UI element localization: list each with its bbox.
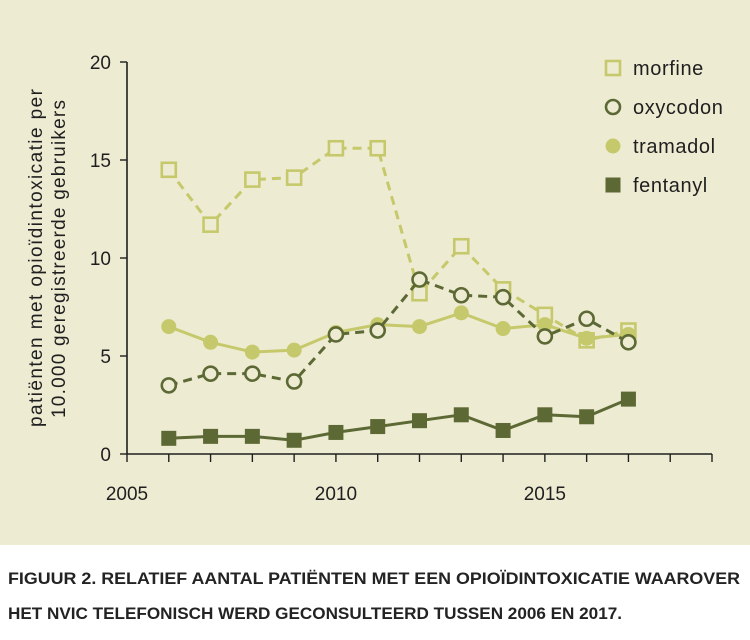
data-point-oxycodon-2011 <box>369 322 387 339</box>
data-point-morfine-2010 <box>327 139 345 157</box>
data-point-morfine-2012 <box>411 284 428 302</box>
legend-item-morfine: morfine <box>604 58 704 80</box>
y-axis-title-line-2: 10.000 geregistreerde gebruikers <box>49 100 70 418</box>
data-point-morfine-2013 <box>452 237 470 255</box>
legend-item-fentanyl: fentanyl <box>605 175 708 197</box>
data-point-fentanyl-2016 <box>579 409 595 425</box>
x-tick-label: 2015 <box>524 484 566 505</box>
caption-line-2: HET NVIC TELEFONISCH WERD GECONSULTEERD … <box>8 604 622 623</box>
x-tick-label: 2010 <box>315 484 357 505</box>
legend-marker-morfine <box>604 59 622 77</box>
series-fentanyl <box>161 391 636 448</box>
data-point-tramadol-2006 <box>161 319 177 335</box>
data-point-morfine-2007 <box>202 216 219 233</box>
legend-label-tramadol: tramadol <box>633 136 716 158</box>
data-point-fentanyl-2008 <box>244 428 260 444</box>
axes: 0 5 10 15 20 2005 2010 2015 <box>90 53 713 505</box>
data-point-oxycodon-2013 <box>452 286 470 304</box>
y-axis-title: patiënten met opioïdintoxicatie per 10.0… <box>26 88 70 427</box>
data-point-fentanyl-2012 <box>412 413 427 429</box>
data-point-fentanyl-2014 <box>495 422 511 438</box>
caption-line-1: FIGUUR 2. RELATIEF AANTAL PATIËNTEN MET … <box>8 569 740 588</box>
data-point-morfine-2008 <box>244 171 261 188</box>
legend-label-oxycodon: oxycodon <box>633 97 723 119</box>
data-point-oxycodon-2012 <box>411 271 428 288</box>
legend-marker-tramadol <box>605 138 621 154</box>
data-point-oxycodon-2008 <box>244 365 261 382</box>
plot-area <box>160 139 637 448</box>
data-point-oxycodon-2010 <box>327 326 345 343</box>
data-point-tramadol-2009 <box>286 342 302 358</box>
data-point-tramadol-2007 <box>203 334 219 350</box>
data-point-oxycodon-2007 <box>202 365 219 382</box>
legend-label-fentanyl: fentanyl <box>633 175 708 197</box>
data-point-morfine-2011 <box>369 139 387 157</box>
y-tick-label: 0 <box>100 445 111 466</box>
data-point-fentanyl-2015 <box>537 407 553 423</box>
data-point-morfine-2006 <box>160 161 178 179</box>
data-point-oxycodon-2017 <box>620 333 637 351</box>
data-point-fentanyl-2017 <box>620 391 636 407</box>
chart-panel-background <box>0 0 750 545</box>
y-tick-label: 15 <box>90 151 111 172</box>
legend: morfine oxycodon tramadol fentanyl <box>604 58 723 197</box>
y-tick-label: 20 <box>90 53 111 74</box>
series-morfine <box>160 139 637 349</box>
data-point-oxycodon-2006 <box>160 377 178 394</box>
figure-caption: FIGUUR 2. RELATIEF AANTAL PATIËNTEN MET … <box>8 569 740 623</box>
data-point-tramadol-2014 <box>495 321 511 337</box>
data-point-fentanyl-2006 <box>161 430 177 446</box>
y-tick-label: 5 <box>100 347 111 368</box>
data-point-fentanyl-2007 <box>203 428 219 444</box>
legend-item-oxycodon: oxycodon <box>604 97 723 119</box>
legend-label-morfine: morfine <box>633 58 704 80</box>
x-tick-label: 2005 <box>106 484 148 505</box>
data-point-morfine-2009 <box>285 169 303 186</box>
data-point-oxycodon-2014 <box>494 288 512 306</box>
series-oxycodon <box>160 271 637 394</box>
y-axis-title-line-1: patiënten met opioïdintoxicatie per <box>26 88 47 427</box>
data-point-tramadol-2008 <box>244 344 260 360</box>
data-point-fentanyl-2011 <box>370 419 386 435</box>
legend-item-tramadol: tramadol <box>605 136 716 158</box>
legend-marker-fentanyl <box>605 177 621 193</box>
data-point-tramadol-2016 <box>579 330 595 346</box>
data-point-oxycodon-2016 <box>578 310 595 328</box>
data-point-tramadol-2013 <box>453 305 469 321</box>
data-point-fentanyl-2009 <box>286 432 302 448</box>
y-tick-label: 10 <box>90 249 111 270</box>
data-point-fentanyl-2010 <box>328 424 344 440</box>
data-point-tramadol-2015 <box>537 317 553 333</box>
data-point-tramadol-2012 <box>412 319 427 335</box>
legend-marker-oxycodon <box>604 98 622 116</box>
data-point-fentanyl-2013 <box>453 407 469 423</box>
data-point-oxycodon-2015 <box>536 328 554 345</box>
data-point-oxycodon-2009 <box>285 373 303 390</box>
